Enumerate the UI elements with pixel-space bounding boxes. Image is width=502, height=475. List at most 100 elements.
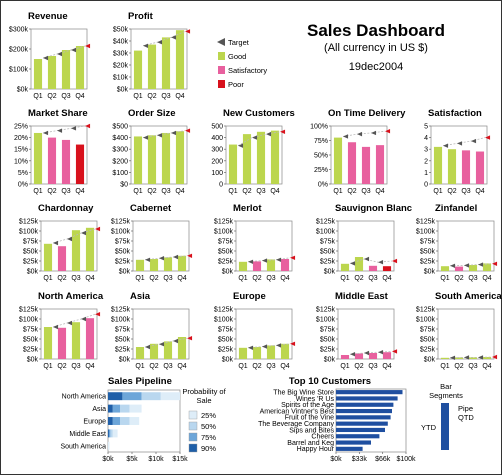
bar-q3	[468, 357, 478, 359]
customer-bar	[336, 434, 380, 439]
customer-label: Spirits of the Age	[281, 402, 334, 409]
x-category-label: Q3	[368, 363, 377, 370]
target-marker	[276, 257, 282, 262]
legend-good-swatch	[218, 52, 225, 60]
bar-q2	[252, 347, 262, 359]
legend-swatch	[188, 410, 198, 420]
bar-q1	[43, 243, 53, 271]
target-marker	[95, 312, 101, 317]
y-tick-label: $50k	[320, 249, 336, 256]
y-tick-label: 300	[211, 147, 223, 154]
x-category-label: Q4	[280, 363, 289, 370]
pipeline-segment-90pct	[108, 404, 113, 413]
x-category-label: Q4	[482, 275, 491, 282]
y-tick-label: $75k	[420, 327, 436, 334]
target-trend-line	[145, 255, 188, 261]
pipeline-segment-90pct	[108, 392, 123, 401]
y-tick-label: $50k	[320, 337, 336, 344]
bar-q2	[354, 353, 364, 359]
customer-bar	[336, 440, 371, 445]
target-trend-line	[52, 313, 96, 328]
legend-poor-swatch	[218, 80, 225, 88]
chart-title: North America	[38, 291, 104, 302]
target-trend-line	[350, 351, 393, 355]
x-category-label: Q1	[133, 93, 142, 100]
y-tick-label: 0	[424, 182, 428, 189]
y-tick-label: $50k	[115, 249, 131, 256]
bar-q2	[149, 343, 159, 359]
bar-q4	[475, 151, 485, 184]
x-category-label: Q2	[57, 363, 66, 370]
x-tick-label: $100k	[396, 456, 416, 463]
target-trend-line	[248, 257, 291, 263]
y-tick-label: 200	[211, 158, 223, 165]
target-marker	[71, 47, 77, 53]
segments-title-line-2: Segments	[429, 391, 463, 400]
target-trend-line	[450, 263, 493, 267]
bar-q1	[33, 132, 43, 184]
bar-q1	[135, 259, 145, 271]
segments-title-line-1: Bar	[440, 382, 452, 391]
target-trend-line	[342, 130, 386, 137]
y-tick-label: $500	[112, 124, 128, 131]
x-category-label: Q4	[75, 93, 84, 100]
y-tick-label: 10%	[14, 158, 28, 165]
bar-q2	[47, 137, 57, 184]
y-tick-label: $25k	[23, 347, 39, 354]
target-marker	[464, 263, 470, 268]
customer-label: Wines 'R Us	[296, 396, 335, 403]
y-tick-label: $50k	[218, 337, 234, 344]
bar-q1	[33, 59, 43, 89]
bar-q2	[347, 142, 357, 184]
target-marker	[276, 343, 282, 348]
y-tick-label: $30k	[113, 51, 129, 58]
target-marker	[143, 43, 149, 48]
y-tick-label: $125k	[316, 219, 336, 226]
x-category-label: Q4	[75, 188, 84, 195]
legend-target-label: Target	[228, 38, 250, 47]
target-marker	[252, 135, 258, 140]
x-category-label: Q4	[175, 188, 184, 195]
chart-title: South America	[435, 291, 502, 302]
chart-title: Satisfaction	[428, 108, 482, 119]
chart-top-customers: Top 10 Customers The Big Wine StoreWines …	[258, 376, 474, 463]
chart-title: Sauvignon Blanc	[335, 203, 412, 214]
x-category-label: Q3	[266, 363, 275, 370]
target-trend-line	[349, 258, 393, 264]
legend-target-marker	[217, 38, 225, 46]
y-tick-label: $50k	[23, 337, 39, 344]
x-category-label: Q3	[61, 93, 70, 100]
chart-title: Cabernet	[130, 203, 172, 214]
target-marker	[187, 253, 193, 258]
plot-frame	[337, 220, 395, 272]
y-tick-label: $75k	[218, 327, 234, 334]
y-tick-label: $25k	[420, 347, 436, 354]
customer-label: The Beverage Company	[258, 421, 334, 428]
y-tick-label: $100k	[316, 229, 336, 236]
customer-label: American Vintner's Best	[260, 408, 334, 415]
chart-on-time-delivery: On Time Delivery 0% 25% 50% 75% 100% Q1 Q2 Q3 Q4	[310, 108, 406, 195]
bar-q4	[85, 227, 95, 271]
bar-q2	[147, 44, 157, 89]
y-tick-label: $125k	[111, 219, 131, 226]
x-category-label: Q1	[43, 363, 52, 370]
chart-title: Chardonnay	[38, 203, 94, 214]
target-marker	[350, 352, 356, 357]
target-marker	[350, 261, 356, 266]
chart-cabernet: Cabernet $0k $25k $50k $75k $100k $125k Q1 Q2 Q3 Q…	[111, 203, 193, 282]
y-tick-label: $0k	[424, 269, 436, 276]
y-tick-label: $50k	[420, 249, 436, 256]
bar-q2	[454, 357, 464, 359]
target-marker	[157, 133, 163, 138]
x-category-label: Q1	[238, 363, 247, 370]
chart-sauvignon-blanc: Sauvignon Blanc $0k $25k $50k $75k $100k $125k…	[316, 203, 412, 282]
bar-q1	[135, 347, 145, 359]
target-marker	[378, 350, 384, 355]
chart-order-size: Order Size $0 $100 $200 $300 $400 $500 Q1 Q2 Q3 Q4	[112, 108, 191, 195]
x-category-label: Q4	[270, 188, 279, 195]
x-category-label: Q2	[242, 188, 251, 195]
y-category-label: South America	[60, 443, 106, 450]
status-legend: Target Good Satisfactory Poor	[217, 38, 267, 89]
